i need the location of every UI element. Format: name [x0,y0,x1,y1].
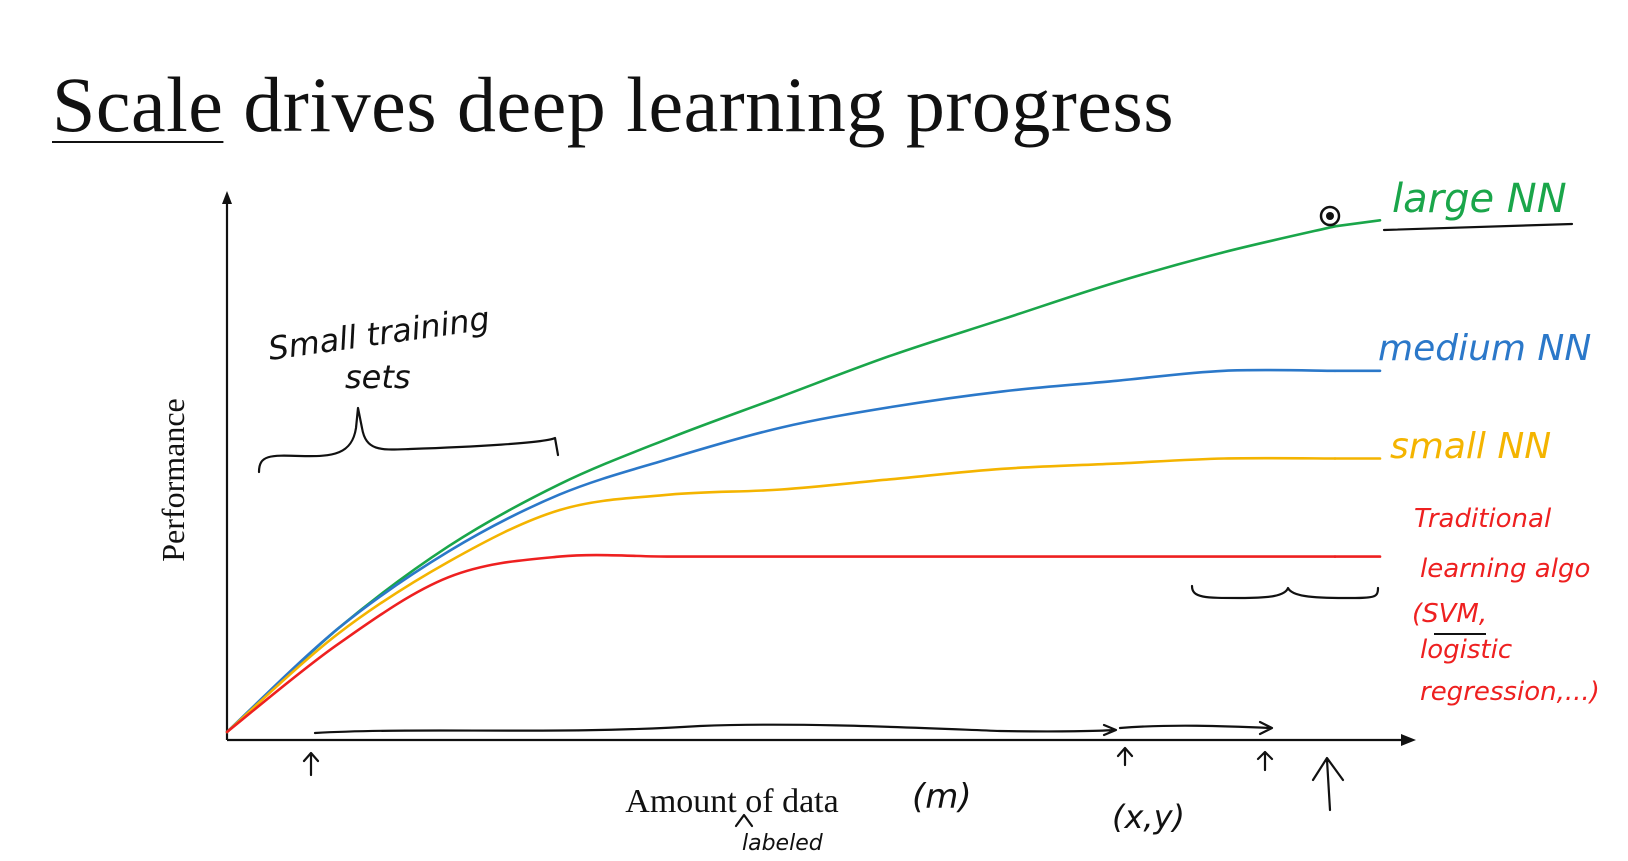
large-nn-label: large NN [1392,176,1567,222]
traditional-brace [1190,584,1380,600]
series-line-extension-0 [1333,219,1382,228]
up-arrow-1 [302,751,320,777]
series-line-3 [225,553,1337,734]
m-annotation: (m) [912,777,972,817]
y-axis-arrowhead [222,191,232,204]
slide-title: Scale drives deep learning progress [52,60,1174,150]
axes [222,191,1416,746]
traditional-label-line-3: (SVM, [1412,599,1487,629]
series-layer [225,219,1382,734]
small-training-label-line-2: sets [345,358,411,396]
xy-range-arrow [1118,720,1274,736]
traditional-label-line-1: Traditional [1414,504,1552,534]
series-line-1 [225,368,1337,734]
labeled-caret [734,813,754,828]
traditional-label-line-2: learning algo [1420,554,1590,584]
labeled-annotation: labeled [742,831,824,856]
traditional-label-line-4: logistic [1420,635,1512,665]
title-underlined-word: Scale [52,61,224,148]
small-training-sets-annotation: Small training sets [257,299,560,474]
xy-annotation: (x,y) [1112,798,1185,836]
large-nn-point-marker [1319,205,1341,227]
series-line-0 [225,225,1337,734]
up-arrow-2 [1116,746,1134,767]
series-line-2 [225,456,1337,734]
small-nn-label: small NN [1390,426,1551,467]
x-axis-arrowhead [1401,734,1416,746]
up-arrow-4 [1311,756,1345,812]
traditional-label: Traditional learning algo (SVM, logistic… [1412,504,1600,707]
small-training-brace [257,406,560,474]
large-nn-underline [1382,222,1574,232]
traditional-label-line-5: regression,...) [1420,677,1600,707]
large-nn-point-fill [1326,212,1334,220]
data-range-arrow [313,723,1118,737]
x-axis-label: Amount of data [625,783,838,820]
medium-nn-label: medium NN [1378,328,1591,369]
title-rest: drives deep learning progress [223,61,1175,148]
up-arrow-3 [1256,750,1274,772]
y-axis-label: Performance [155,398,191,561]
